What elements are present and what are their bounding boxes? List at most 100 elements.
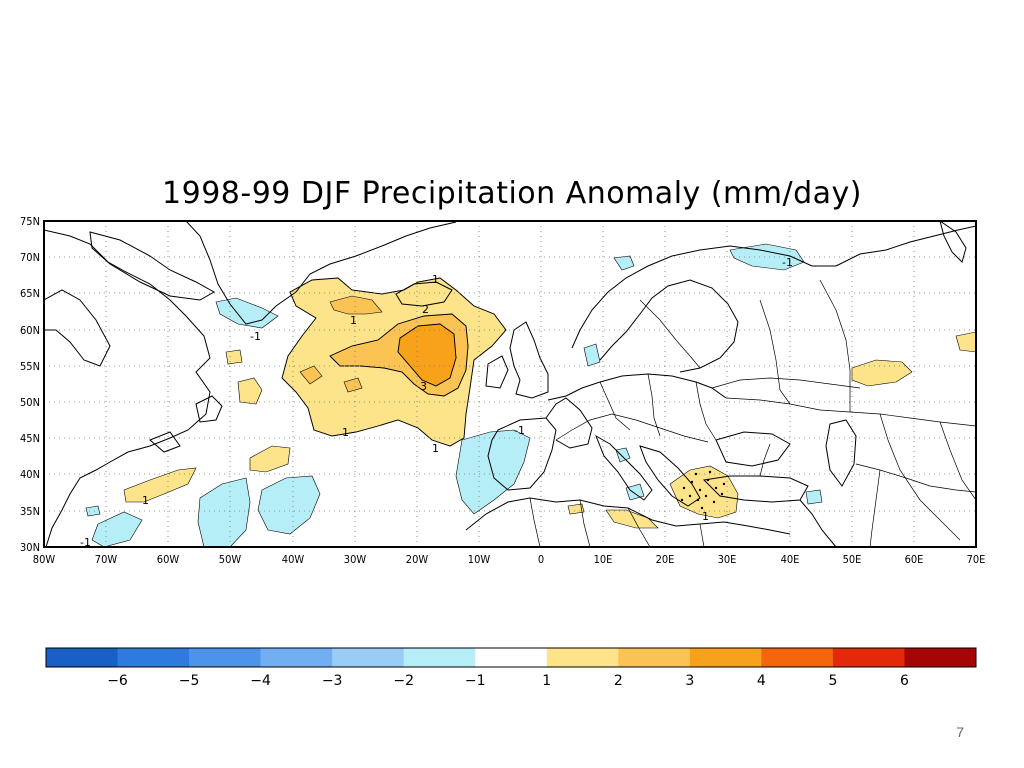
colorbar-swatch — [761, 648, 834, 667]
colorbar-swatch — [832, 648, 905, 667]
contour-label: 2 — [422, 303, 429, 316]
lat-label: 55N — [20, 360, 40, 373]
neg-anomaly-atlantic-b — [257, 475, 321, 535]
lon-label: 60E — [905, 553, 924, 566]
colorbar-swatch — [546, 648, 619, 667]
colorbar-labels: −6 −5 −4 −3 −2 −1 1 2 3 4 5 6 — [107, 673, 909, 689]
lat-label: 75N — [20, 215, 40, 228]
lon-tick-labels: 80W 70W 60W 50W 40W 30W 20W 10W 0 10E 20… — [33, 553, 986, 566]
coast-iberia — [487, 417, 557, 491]
contour-label: 1 — [142, 494, 149, 507]
colorbar-swatch — [189, 648, 262, 667]
coast-europe — [547, 373, 727, 401]
colorbar-swatch — [689, 648, 762, 667]
colorbar-label: −1 — [465, 673, 486, 689]
contour-label: -1 — [782, 256, 793, 269]
colorbar-label: 4 — [757, 673, 766, 689]
contour-label: -1 — [514, 424, 525, 437]
coast-north-america — [44, 229, 211, 547]
coast-newfoundland — [195, 395, 223, 423]
coast-hudson — [44, 289, 111, 367]
colorbar-swatch — [46, 648, 119, 667]
colorbar-label: 2 — [614, 673, 623, 689]
coast-greenland — [185, 221, 457, 325]
colorbar-label: −3 — [322, 673, 343, 689]
map-frame — [43, 220, 977, 548]
coast-black-sea — [715, 431, 791, 467]
lon-label: 70E — [967, 553, 986, 566]
colorbar-swatch — [403, 648, 476, 667]
pos-anomaly-russia — [851, 359, 913, 387]
lat-tick-labels: 75N 70N 65N 60N 55N 50N 45N 40N 35N 30N — [20, 215, 40, 554]
coast-caspian — [825, 419, 857, 487]
colorbar-label: 1 — [542, 673, 551, 689]
contour-label: 1 — [702, 510, 709, 523]
coast-france — [545, 397, 593, 449]
colorbar-label: 3 — [685, 673, 694, 689]
lon-label: 30W — [344, 553, 367, 566]
colorbar-label: −6 — [107, 673, 128, 689]
colorbar-swatch — [618, 648, 691, 667]
neg-anomaly-small-a — [85, 505, 101, 517]
coast-novaya — [939, 221, 967, 263]
map-title: 1998-99 DJF Precipitation Anomaly (mm/da… — [162, 176, 862, 211]
colorbar-label: 5 — [828, 673, 837, 689]
coast-ireland — [485, 355, 509, 389]
contour-label: -1 — [250, 330, 261, 343]
lat-label: 65N — [20, 287, 40, 300]
lon-label: 70W — [95, 553, 118, 566]
pos-anomaly-labrador — [237, 377, 263, 405]
lon-label: 50E — [843, 553, 862, 566]
colorbar-swatch — [475, 648, 548, 667]
lon-label: 80W — [33, 553, 56, 566]
neg-anomaly-scandinavia — [613, 255, 635, 271]
pos-anomaly-libya — [605, 509, 659, 529]
lat-label: 70N — [20, 251, 40, 264]
country-borders — [529, 279, 976, 547]
neg-anomaly-norway-north — [729, 243, 805, 271]
colorbar-label: −4 — [250, 673, 271, 689]
lat-label: 40N — [20, 468, 40, 481]
pos-anomaly-small-2a — [299, 365, 323, 385]
colorbar-swatch — [260, 648, 333, 667]
lon-label: 0 — [538, 553, 544, 566]
lon-label: 30E — [718, 553, 737, 566]
coast-baffin — [89, 231, 216, 301]
lat-label: 45N — [20, 432, 40, 445]
contour-label: 1 — [350, 314, 357, 327]
lat-label: 30N — [20, 541, 40, 554]
coast-britain — [509, 321, 549, 399]
lon-label: 40W — [282, 553, 305, 566]
contour-label: -1 — [80, 536, 91, 549]
lat-label: 35N — [20, 505, 40, 518]
colorbar-label: 6 — [900, 673, 909, 689]
neg-anomaly-sicily — [625, 483, 645, 501]
neg-anomaly-north-sea — [583, 343, 601, 367]
coast-italy — [595, 434, 653, 501]
colorbar-label: −2 — [393, 673, 414, 689]
coast-balkans — [639, 445, 701, 507]
colorbar — [45, 647, 977, 668]
anomaly-shading — [85, 243, 976, 547]
lat-label: 50N — [20, 396, 40, 409]
lon-label: 10E — [594, 553, 613, 566]
colorbar-label: −5 — [179, 673, 200, 689]
lon-label: 60W — [157, 553, 180, 566]
contour-value-labels: 1 2 1 -1 3 1 1 -1 1 -1 -1 1 — [80, 256, 793, 549]
contour-label: 1 — [432, 442, 439, 455]
gridlines — [44, 221, 976, 547]
coast-turkey — [702, 475, 809, 503]
significance-stipple — [680, 470, 726, 510]
pos-anomaly-us-east — [123, 467, 197, 503]
colorbar-swatch — [332, 648, 405, 667]
pos-anomaly-mid-atlantic — [249, 445, 291, 473]
coast-norway — [571, 245, 836, 349]
lon-label: 20W — [406, 553, 429, 566]
neg-anomaly-italy — [615, 447, 631, 463]
contour-label: 1 — [432, 273, 439, 286]
colorbar-frame — [45, 647, 977, 668]
coast-levant — [799, 499, 837, 547]
pos-anomaly-urals — [955, 331, 976, 353]
colorbar-swatch — [117, 648, 190, 667]
